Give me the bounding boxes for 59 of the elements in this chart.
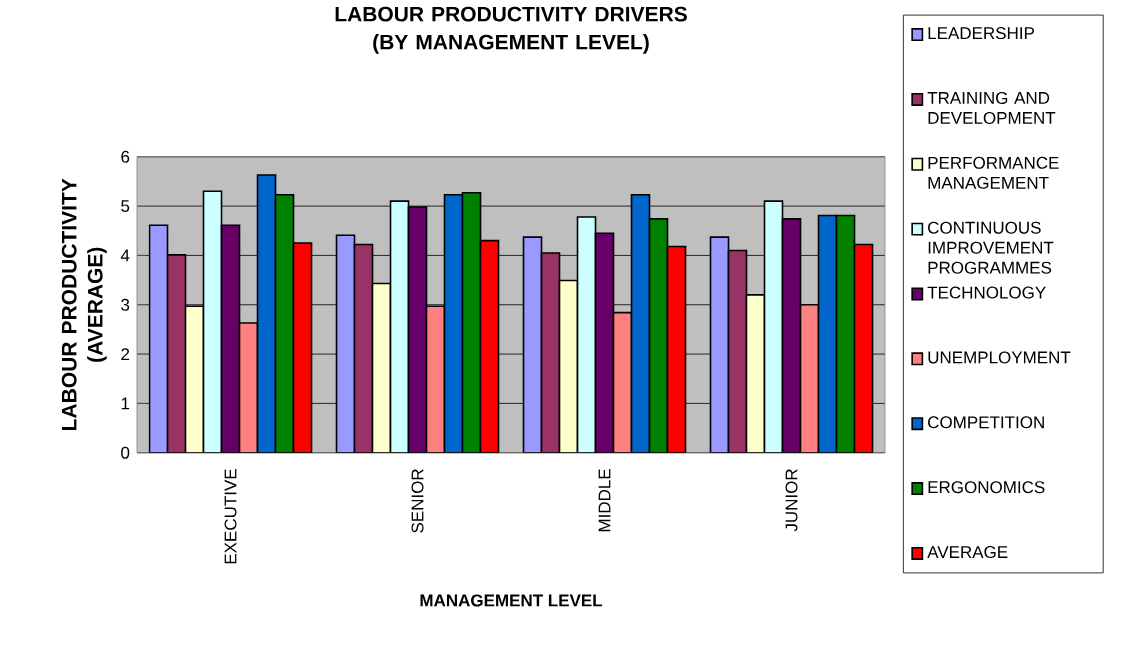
legend-label: CONTINUOUS IMPROVEMENT PROGRAMMES [928,221,1054,274]
bar [408,207,427,453]
x-tick-label: JUNIOR [785,469,798,532]
bar [781,218,802,453]
y-tick-label: 0 [121,446,130,459]
y-tick-label: 1 [121,397,130,410]
legend-label: TRAINING AND DEVELOPMENT [927,92,1056,125]
bar [336,235,355,453]
bar [745,294,766,453]
legend-label: COMPETITION [928,416,1044,429]
y-axis-title: LABOUR PRODUCTIVITY (AVERAGE) [61,178,107,431]
bar [462,192,481,453]
bar [613,312,632,453]
y-tick-label: 5 [121,200,130,213]
bar [835,214,856,453]
y-tick-label: 2 [121,348,130,361]
bar [559,280,578,453]
bar [444,194,463,453]
bar [149,225,168,453]
chart-title: LABOUR PRODUCTIVITY DRIVERS (BY MANAGEMENT LEVEL) [335,6,687,54]
y-tick-label: 3 [121,298,130,311]
x-tick-label: SENIOR [411,469,424,533]
bar [275,194,294,453]
bar [853,243,874,453]
x-axis-title: MANAGEMENT LEVEL [420,594,603,607]
legend-label: LEADERSHIP [928,27,1034,40]
bar [727,249,748,453]
bar [167,255,186,453]
y-tick-label: 4 [120,249,130,262]
bar [185,306,204,453]
legend-label: PERFORMANCE MANAGEMENT [928,156,1059,189]
bar [709,236,730,453]
bar [480,240,499,453]
bar [595,233,614,453]
bar [239,323,258,453]
bar [799,304,820,453]
x-tick-label: MIDDLE [598,469,611,532]
bar [817,214,838,453]
bar [523,237,542,453]
bar [577,217,596,453]
legend-label: ERGONOMICS [928,481,1045,494]
bar [390,201,409,453]
bar [293,243,312,453]
bar [221,225,240,453]
x-tick-label: EXECUTIVE [224,469,237,564]
legend-label: AVERAGE [927,546,1008,559]
legend-label: UNEMPLOYMENT [928,351,1071,364]
legend-label: TECHNOLOGY [927,286,1046,299]
y-tick-label: 6 [121,150,130,163]
bar [203,191,222,453]
bar [763,200,784,453]
bar [354,244,373,453]
bar [649,219,668,453]
bar [426,306,445,453]
bar [667,246,686,453]
bar [372,283,391,453]
bar [257,175,276,453]
bar [631,194,650,453]
bar [541,253,560,453]
